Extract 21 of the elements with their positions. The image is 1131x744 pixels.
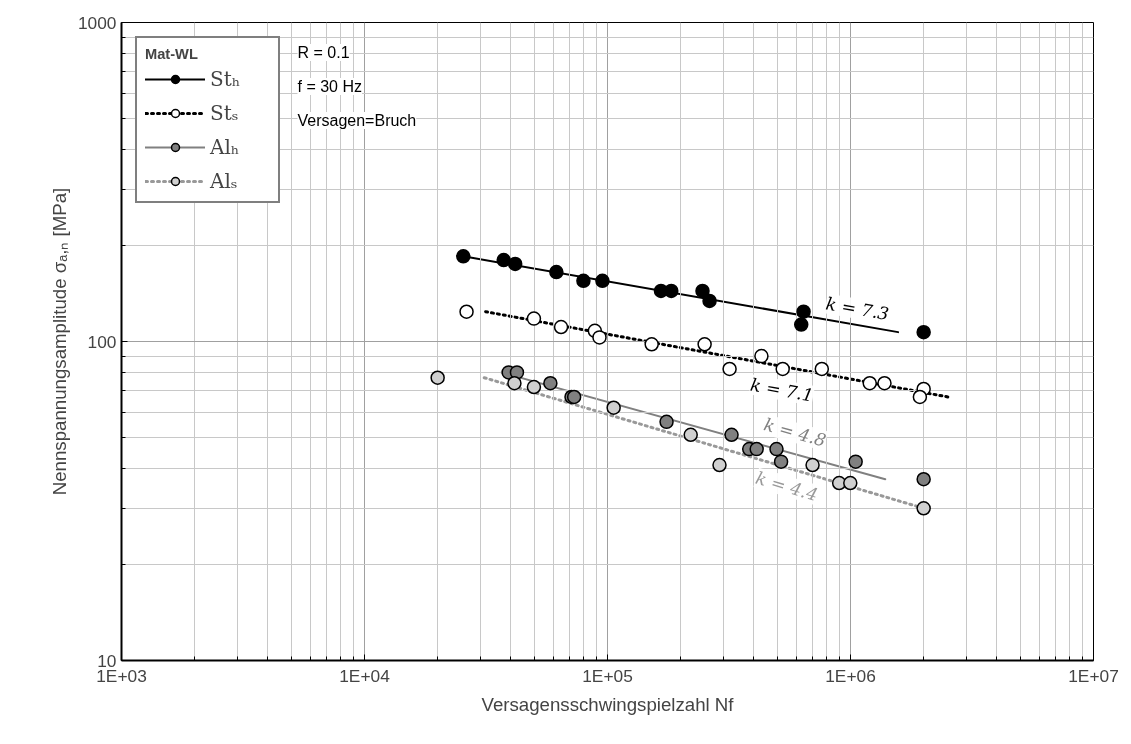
x-tick-label: 1E+07 (1068, 665, 1119, 686)
x-tick-label: 1E+06 (825, 665, 876, 686)
annotation: f = 30 Hz (297, 78, 362, 95)
y-axis-title: Nennspannungsamplitude σₐ,ₙ [MPa] (48, 187, 70, 496)
legend-label: Stₕ (210, 67, 242, 91)
y-tick-label: 100 (87, 331, 117, 352)
annotation: Versagen=Bruch (297, 112, 417, 129)
y-tick-label: 10 (97, 650, 117, 671)
y-tick-label: 1000 (77, 12, 117, 33)
x-tick-label: 1E+05 (582, 665, 633, 686)
text: k = 7.3 (824, 293, 891, 325)
annotation: R = 0.1 (297, 44, 350, 61)
text: k = 4.4 (753, 467, 821, 506)
legend-label: Alₛ (210, 169, 239, 193)
legend-label: Alₕ (210, 135, 241, 159)
text: k = 7.1 (748, 374, 816, 406)
x-tick-label: 1E+04 (339, 665, 391, 686)
legend-title: Mat-WL (145, 46, 199, 62)
legend-label: Stₛ (210, 101, 240, 125)
x-axis-title: Versagensschwingspielzahl Nf (481, 693, 735, 715)
text: k = 4.8 (761, 414, 829, 451)
